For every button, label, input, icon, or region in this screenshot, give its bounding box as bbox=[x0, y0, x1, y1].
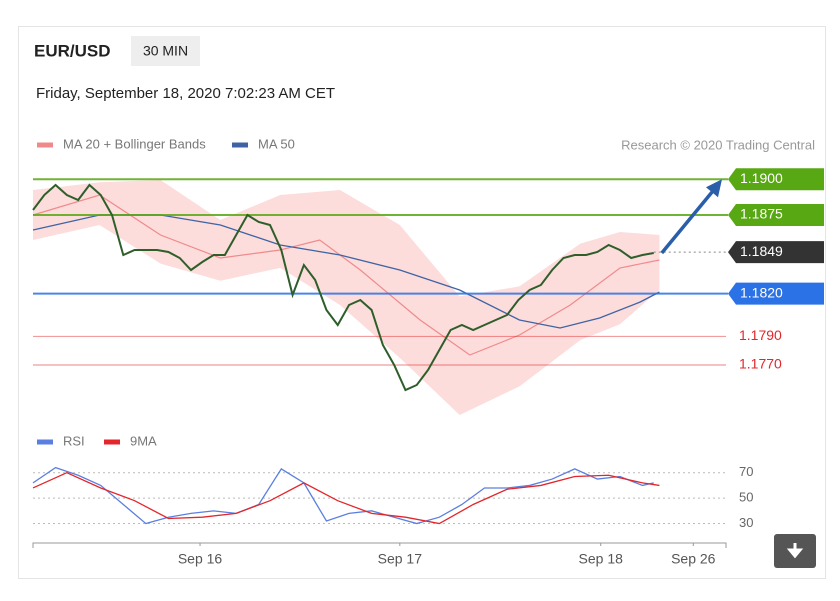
legend-swatch bbox=[37, 142, 53, 148]
rsi-line bbox=[32, 471, 660, 525]
x-tick-label: Sep 16 bbox=[178, 551, 223, 567]
symbol: EUR/USD bbox=[34, 41, 111, 60]
download-icon bbox=[786, 543, 804, 559]
x-tick-label: Sep 18 bbox=[579, 551, 624, 567]
price-line bbox=[32, 183, 654, 392]
target-arrowhead bbox=[706, 179, 722, 198]
legend-label: MA 50 bbox=[258, 136, 295, 151]
interval: 30 MIN bbox=[143, 43, 188, 59]
legend-label: MA 20 + Bollinger Bands bbox=[63, 136, 206, 151]
level-box bbox=[728, 282, 824, 305]
legend-label: 9MA bbox=[130, 433, 157, 448]
level-box bbox=[728, 204, 824, 226]
bollinger-band bbox=[33, 180, 660, 415]
target-arrow bbox=[660, 186, 718, 255]
x-tick-label: Sep 17 bbox=[378, 551, 423, 567]
level-label: 1.1770 bbox=[739, 356, 782, 372]
x-axis bbox=[32, 542, 727, 548]
level-box bbox=[728, 241, 824, 264]
level-label: 1.1849 bbox=[740, 243, 783, 259]
legend-swatch bbox=[232, 142, 248, 148]
credit: Research © 2020 Trading Central bbox=[621, 137, 815, 152]
ma-line bbox=[32, 194, 660, 356]
legend-swatch bbox=[37, 439, 53, 445]
legend-label: RSI bbox=[63, 433, 85, 448]
y-tick-label: 70 bbox=[739, 464, 753, 479]
level-label: 1.1820 bbox=[740, 284, 783, 300]
x-tick-label: Sep 26 bbox=[671, 551, 716, 567]
interval-chip bbox=[131, 36, 200, 66]
level-label: 1.1875 bbox=[740, 206, 783, 222]
y-tick-label: 30 bbox=[739, 515, 753, 530]
timestamp: Friday, September 18, 2020 7:02:23 AM CE… bbox=[36, 85, 335, 102]
legend-swatch bbox=[104, 439, 120, 445]
level-box bbox=[728, 168, 824, 191]
level-label: 1.1900 bbox=[740, 170, 783, 186]
rsi-line bbox=[32, 466, 654, 525]
y-tick-label: 50 bbox=[739, 490, 753, 505]
level-label: 1.1790 bbox=[739, 327, 782, 343]
